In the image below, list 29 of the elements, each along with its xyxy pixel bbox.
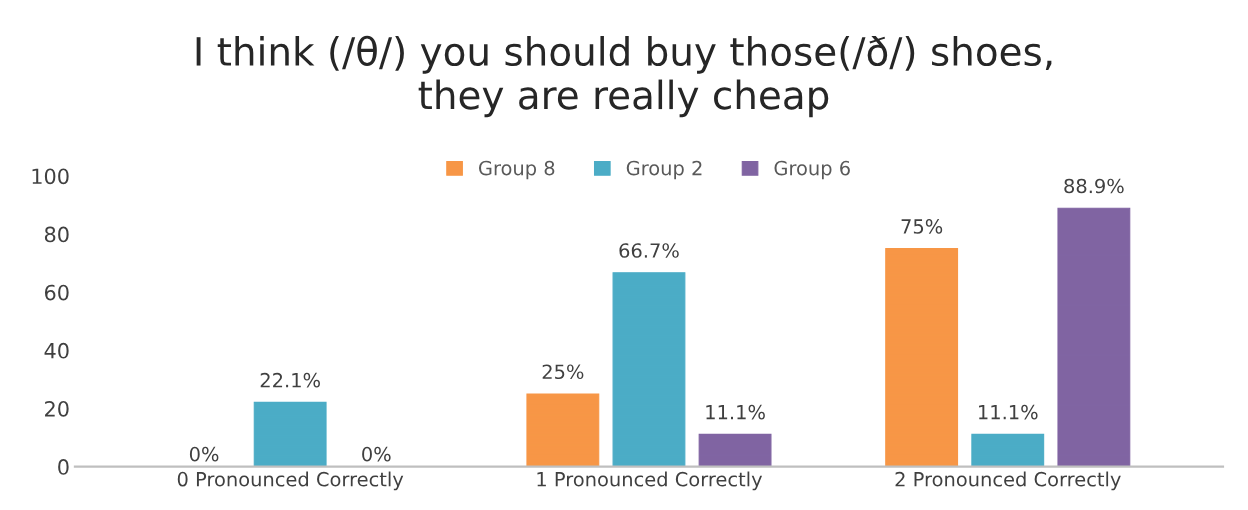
data-label: 22.1% — [260, 372, 320, 388]
data-label: 0% — [362, 446, 391, 462]
data-label: 88.9% — [1064, 178, 1124, 194]
legend-label: Group 6 — [774, 160, 850, 180]
data-label: 25% — [542, 364, 584, 380]
bar — [698, 433, 772, 467]
chart-title: I think (/θ/) you should buy those(/ð/) shoes, they are really cheap — [196, 35, 1052, 118]
data-label: 66.7% — [619, 243, 679, 258]
y-tick-label: 20 — [45, 400, 69, 417]
data-label: 75% — [901, 219, 943, 234]
data-label: 0% — [189, 446, 219, 462]
bar — [971, 433, 1045, 467]
bar — [1057, 207, 1131, 467]
bar — [526, 393, 600, 467]
y-tick-label: 40 — [44, 342, 69, 359]
x-tick-label: 2 Pronounced Correctly — [895, 471, 1121, 491]
bar — [253, 401, 327, 467]
legend-label: Group 2 — [626, 160, 702, 180]
data-label: 11.1% — [979, 404, 1038, 420]
bar — [885, 248, 959, 467]
bar — [612, 272, 686, 467]
y-tick-label: 100 — [32, 168, 69, 185]
y-tick-label: 80 — [44, 226, 69, 243]
y-tick-label: 0 — [58, 459, 69, 475]
legend-label: Group 8 — [479, 160, 555, 180]
data-label: 11.1% — [706, 404, 765, 420]
x-tick-label: 0 Pronounced Correctly — [177, 471, 404, 491]
x-tick-label: 1 Pronounced Correctly — [537, 471, 763, 491]
y-tick-label: 60 — [44, 284, 69, 301]
